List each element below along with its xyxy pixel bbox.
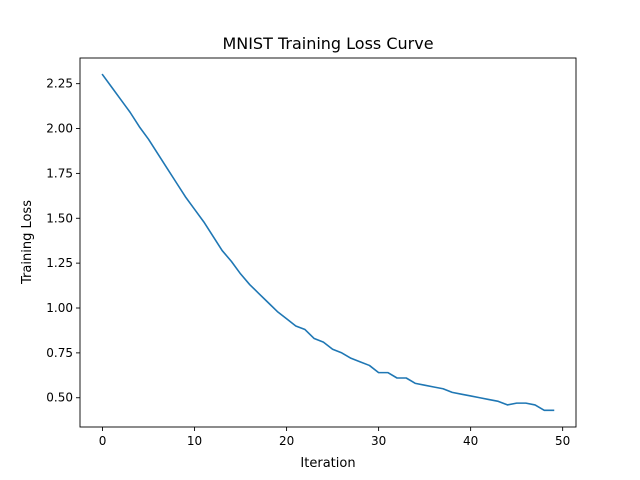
y-tick-label: 0.50 (46, 391, 73, 405)
y-axis-label: Training Loss (20, 200, 35, 285)
chart-title: MNIST Training Loss Curve (222, 34, 433, 53)
y-tick-label: 0.75 (46, 346, 73, 360)
y-tick-label: 2.25 (46, 77, 73, 91)
y-tick-label: 1.75 (46, 166, 73, 180)
y-tick-label: 1.50 (46, 211, 73, 225)
x-axis: 0 10 20 30 40 50 (99, 427, 570, 448)
x-tick-label: 0 (99, 434, 107, 448)
y-axis: 0.50 0.75 1.00 1.25 1.50 1.75 2.00 2.25 (46, 77, 80, 405)
x-tick-label: 50 (555, 434, 570, 448)
plot-area (79, 57, 577, 428)
loss-series-line (101, 73, 555, 412)
x-tick-label: 30 (371, 434, 386, 448)
y-tick-label: 1.00 (46, 301, 73, 315)
x-tick-label: 10 (187, 434, 202, 448)
x-tick-label: 20 (279, 434, 294, 448)
x-axis-label: Iteration (300, 456, 355, 471)
x-tick-label: 40 (463, 434, 478, 448)
y-tick-label: 1.25 (46, 256, 73, 270)
plot-frame (79, 57, 577, 428)
y-tick-label: 2.00 (46, 122, 73, 136)
